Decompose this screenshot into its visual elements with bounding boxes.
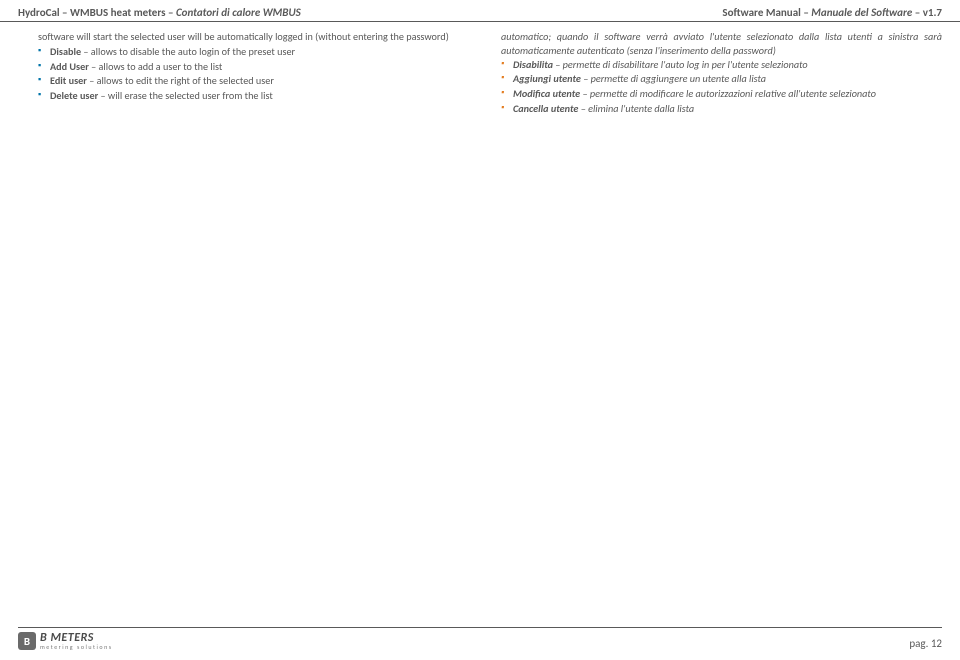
header-left-a: HydroCal – WMBUS heat meters – [18, 6, 176, 19]
page-header: HydroCal – WMBUS heat meters – Contatori… [0, 0, 960, 22]
left-column: software will start the selected user wi… [38, 30, 479, 117]
item-bold: Disabilita [513, 58, 553, 71]
logo-icon: B [18, 632, 36, 650]
header-right-a: Software Manual – [722, 6, 811, 19]
page-number: pag. 12 [909, 637, 942, 650]
list-item: Edit user – allows to edit the right of … [38, 74, 479, 88]
item-rest: – will erase the selected user from the … [98, 89, 273, 102]
header-right-b: Manuale del Software [811, 6, 912, 19]
list-item: Aggiungi utente – permette di aggiungere… [501, 72, 942, 86]
item-bold: Cancella utente [513, 102, 578, 115]
item-rest: – permette di modificare le autorizzazio… [580, 87, 876, 100]
item-rest: – permette di aggiungere un utente alla … [581, 72, 766, 85]
item-bold: Add User [50, 60, 89, 73]
right-column: automatico; quando il software verrà avv… [501, 30, 942, 117]
item-bold: Modifica utente [513, 87, 580, 100]
item-rest: – elimina l'utente dalla lista [578, 102, 694, 115]
page-footer: B B METERS metering solutions pag. 12 [18, 627, 942, 650]
item-bold: Disable [50, 45, 81, 58]
header-left: HydroCal – WMBUS heat meters – Contatori… [18, 6, 301, 19]
item-rest: – allows to add a user to the list [89, 60, 222, 73]
item-rest: – allows to edit the right of the select… [87, 74, 274, 87]
item-bold: Edit user [50, 74, 87, 87]
list-item: Disable – allows to disable the auto log… [38, 45, 479, 59]
item-bold: Delete user [50, 89, 98, 102]
header-left-b: Contatori di calore WMBUS [176, 6, 301, 19]
left-list: Disable – allows to disable the auto log… [38, 45, 479, 103]
list-item: Modifica utente – permette di modificare… [501, 87, 942, 101]
right-lead-text: automatico; quando il software verrà avv… [501, 30, 942, 58]
list-item: Disabilita – permette di disabilitare l'… [501, 58, 942, 72]
list-item: Add User – allows to add a user to the l… [38, 60, 479, 74]
header-right: Software Manual – Manuale del Software –… [722, 6, 942, 19]
item-bold: Aggiungi utente [513, 72, 581, 85]
list-item: Delete user – will erase the selected us… [38, 89, 479, 103]
footer-logo: B B METERS metering solutions [18, 632, 113, 650]
item-rest: – permette di disabilitare l'auto log in… [553, 58, 808, 71]
logo-text: B METERS metering solutions [40, 632, 113, 650]
content-area: software will start the selected user wi… [0, 22, 960, 117]
header-right-c: – v1.7 [912, 6, 942, 19]
right-list: Disabilita – permette di disabilitare l'… [501, 58, 942, 116]
item-rest: – allows to disable the auto login of th… [81, 45, 295, 58]
left-lead-text: software will start the selected user wi… [38, 30, 479, 44]
list-item: Cancella utente – elimina l'utente dalla… [501, 102, 942, 116]
logo-sub: metering solutions [40, 644, 113, 650]
